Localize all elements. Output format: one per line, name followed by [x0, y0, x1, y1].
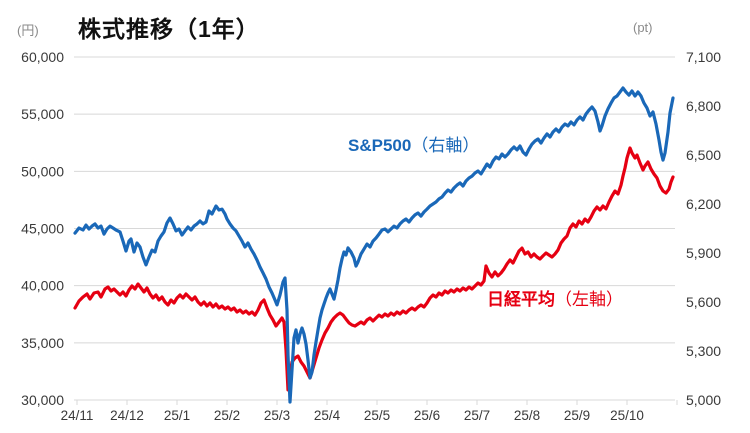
right-axis-tick-label: 6,500 — [686, 147, 721, 163]
right-axis-tick-label: 5,600 — [686, 294, 721, 310]
left-axis-unit-label: (円) — [17, 23, 39, 38]
right-axis-tick-label: 5,900 — [686, 245, 721, 261]
x-axis-tick-label: 24/12 — [110, 408, 144, 423]
series-label-sp500-axis: （右軸） — [411, 136, 480, 155]
x-axis-tick-label: 25/5 — [364, 408, 390, 423]
series-line-nikkei — [73, 146, 675, 392]
series-label-sp500-name: S&P500 — [348, 136, 412, 155]
left-axis-tick-label: 50,000 — [21, 163, 64, 179]
x-axis-tick-label: 25/9 — [564, 408, 590, 423]
right-axis-tick-label: 7,100 — [686, 49, 721, 65]
x-axis-tick-label: 25/7 — [464, 408, 490, 423]
page-title: 株式推移（1年） — [78, 16, 260, 42]
left-axis-tick-label: 45,000 — [21, 221, 64, 237]
series-label-nikkei: 日経平均（左軸） — [487, 285, 623, 310]
x-axis-tick-label: 25/3 — [264, 408, 290, 423]
right-axis-unit-label: (pt) — [633, 20, 653, 35]
right-axis-tick-label: 5,300 — [686, 343, 721, 359]
series-label-sp500: S&P500（右軸） — [348, 131, 479, 156]
right-axis-tick-label: 5,000 — [686, 392, 721, 408]
right-axis-tick-label: 6,800 — [686, 98, 721, 114]
series-line-sp500 — [73, 86, 675, 404]
x-axis-tick-label: 25/8 — [514, 408, 540, 423]
series-label-nikkei-name: 日経平均 — [487, 290, 555, 309]
left-axis-tick-label: 40,000 — [21, 278, 64, 294]
left-axis-tick-label: 35,000 — [21, 335, 64, 351]
series-label-nikkei-axis: （左軸） — [555, 290, 623, 309]
x-axis-tick-label: 24/11 — [61, 408, 94, 423]
x-axis-tick-label: 25/10 — [610, 408, 644, 423]
x-axis-tick-label: 25/4 — [314, 408, 341, 423]
x-axis-tick-label: 25/2 — [214, 408, 240, 423]
left-axis-tick-label: 60,000 — [21, 49, 64, 65]
left-axis-tick-label: 55,000 — [21, 106, 64, 122]
x-axis-tick-label: 25/1 — [164, 408, 190, 423]
left-axis-tick-label: 30,000 — [21, 392, 64, 408]
x-axis-tick-label: 25/6 — [414, 408, 440, 423]
right-axis-tick-label: 6,200 — [686, 196, 721, 212]
